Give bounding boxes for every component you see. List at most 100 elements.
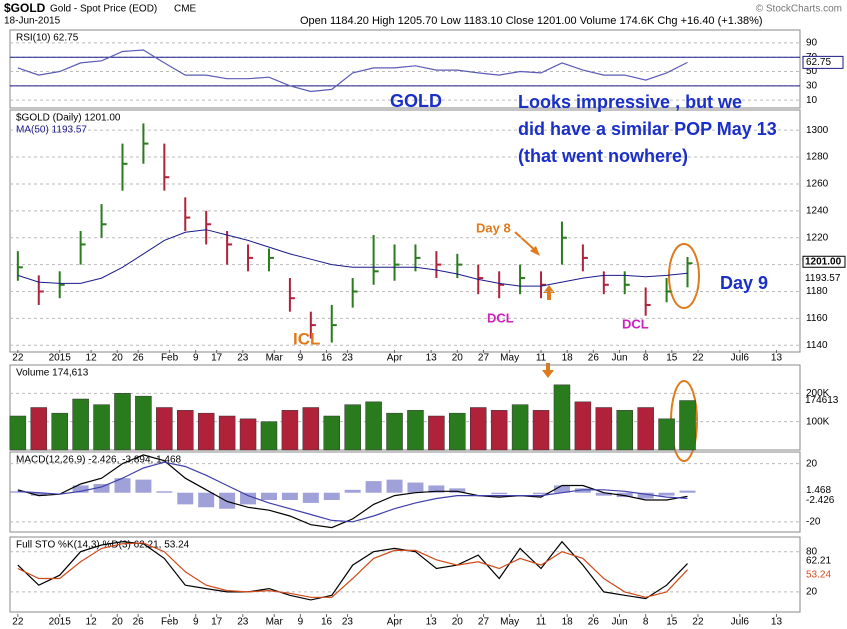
x-tick-label: Apr: [387, 617, 403, 628]
x-tick-label: 17: [211, 617, 223, 628]
volume-bar: [637, 407, 654, 451]
x-tick-label: 9: [193, 353, 199, 364]
x-tick-label: Mar: [266, 353, 284, 364]
volume-bar: [281, 410, 299, 451]
ma-line: [17, 229, 688, 287]
panel-frame: [9, 536, 801, 613]
hist-value: 1.468: [806, 485, 831, 496]
rsi-line: [17, 49, 688, 93]
volume-bar: [323, 415, 341, 451]
y-tick-label: 1180: [806, 286, 828, 297]
x-tick-label: Jul6: [731, 353, 750, 364]
arrow-up: [543, 285, 555, 300]
y-tick-label: 50: [806, 66, 818, 77]
last-value-box: [802, 255, 846, 268]
ma-value: 1193.57: [805, 273, 841, 284]
x-tick-label: 2015: [49, 617, 72, 628]
x-tick-label: 20: [112, 617, 124, 628]
x-tick-label: 18: [562, 617, 574, 628]
volume-bar: [197, 412, 215, 451]
sto-line: [17, 540, 688, 601]
histogram-bar: [30, 492, 47, 496]
highlight-ellipse: [668, 243, 700, 309]
x-tick-label: 11: [536, 617, 547, 628]
y-tick-label: -20: [806, 516, 821, 527]
volume-bar: [407, 410, 424, 451]
x-tick-label: 22: [12, 353, 24, 364]
x-tick-label: 22: [692, 617, 704, 628]
histogram-bar: [114, 478, 131, 493]
plot: 1030507090RSI(10) 62.7562.75114011601180…: [9, 29, 846, 628]
y-tick-label: 1300: [806, 125, 829, 136]
x-tick-label: 13: [426, 353, 438, 364]
last-value: 1201.00: [805, 256, 842, 267]
x-tick-label: 23: [342, 617, 354, 628]
x-tick-label: 26: [588, 617, 600, 628]
annotation: GOLD: [390, 91, 442, 111]
volume-bar: [51, 412, 68, 451]
ma-legend: MA(50) 1193.57: [16, 125, 87, 136]
date: 18-Jun-2015: [4, 16, 61, 27]
last-value: -2.426: [806, 495, 835, 506]
panel-frame: [9, 109, 801, 353]
panel-frame: [9, 364, 801, 451]
last-value: 53.24: [806, 569, 831, 580]
volume-bar: [428, 415, 445, 451]
y-tick-label: 1220: [806, 232, 829, 243]
x-tick-label: 23: [342, 353, 354, 364]
histogram-bar: [177, 492, 194, 505]
x-tick-label: 23: [237, 353, 249, 364]
annotation: DCL: [622, 316, 649, 331]
histogram-bar: [219, 492, 236, 509]
histogram-bar: [533, 492, 550, 495]
x-tick-label: 11: [536, 353, 547, 364]
volume-bar: [595, 407, 613, 451]
x-tick-label: 16: [321, 617, 333, 628]
histogram-bar: [260, 492, 277, 500]
annotation: Day 8: [476, 220, 511, 235]
volume-bar: [114, 393, 131, 451]
volume-bar: [679, 400, 696, 451]
x-tick-label: 12: [86, 617, 98, 628]
histogram-bar: [344, 489, 361, 493]
histogram-bar: [323, 492, 340, 500]
y-tick-label: 1140: [806, 340, 828, 351]
y-tick-label: 90: [806, 38, 818, 49]
y-tick-label: 20: [806, 587, 818, 598]
x-tick-label: 18: [562, 353, 574, 364]
x-tick-label: Jun: [611, 353, 627, 364]
x-tick-label: 22: [692, 353, 704, 364]
arrow-head: [530, 246, 540, 256]
histogram-bar: [407, 482, 424, 493]
y-tick-label: 200K: [806, 388, 830, 399]
description: Gold - Spot Price (EOD): [50, 4, 157, 15]
annotation: Day 9: [720, 273, 768, 293]
volume-bar: [302, 407, 320, 451]
x-tick-label: 8: [643, 353, 649, 364]
x-tick-label: 22: [12, 617, 24, 628]
volume-bar: [177, 410, 194, 451]
x-tick-label: 9: [298, 353, 304, 364]
x-tick-label: 27: [478, 353, 490, 364]
x-tick-label: 20: [112, 353, 124, 364]
volume-bar: [30, 407, 48, 451]
annotation: ICL: [293, 329, 320, 348]
histogram-bar: [637, 492, 654, 499]
panel-frame: [9, 29, 801, 109]
y-tick-label: 10: [806, 95, 818, 106]
histogram-bar: [679, 490, 696, 493]
x-tick-label: 13: [771, 353, 783, 364]
x-tick-label: 9: [298, 617, 304, 628]
histogram-bar: [386, 479, 403, 493]
volume-bar: [574, 401, 592, 451]
histogram-bar: [9, 491, 26, 493]
histogram-bar: [93, 484, 110, 493]
x-tick-label: 27: [478, 617, 490, 628]
x-tick-label: 12: [86, 353, 98, 364]
volume-bar: [218, 415, 236, 451]
x-tick-label: 15: [666, 617, 678, 628]
volume-bar: [449, 412, 466, 451]
y-tick-label: 1160: [806, 313, 828, 324]
volume-bar: [490, 410, 508, 451]
